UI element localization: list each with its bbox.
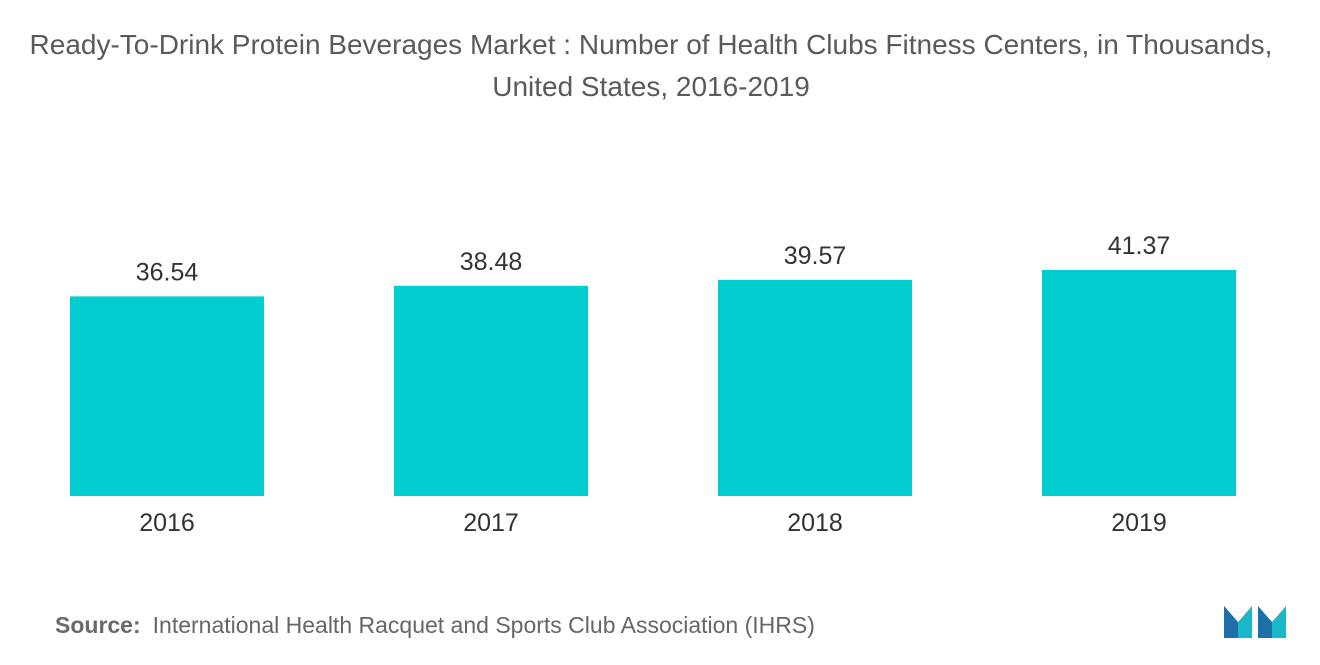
source-text: International Health Racquet and Sports … [152, 612, 815, 638]
x-axis-tick-labels: 2016 2017 2018 2019 [139, 509, 1167, 537]
bar-2016 [70, 296, 264, 496]
x-tick-label-2018: 2018 [787, 509, 843, 537]
source-note: Source: International Health Racquet and … [55, 612, 815, 639]
value-label-2019: 41.37 [1108, 232, 1171, 260]
bar-2019 [1042, 270, 1236, 496]
value-labels-layer: 36.54 38.48 39.57 41.37 [136, 232, 1171, 286]
mordor-intelligence-logo-icon [1224, 606, 1286, 638]
value-label-2017: 38.48 [460, 248, 523, 276]
value-label-2016: 36.54 [136, 258, 199, 286]
source-label: Source: [55, 612, 141, 638]
bars-layer [70, 270, 1236, 496]
value-label-2018: 39.57 [784, 242, 847, 270]
bar-2017 [394, 285, 588, 496]
x-tick-label-2017: 2017 [463, 509, 519, 537]
x-tick-label-2019: 2019 [1111, 509, 1167, 537]
x-tick-label-2016: 2016 [139, 509, 195, 537]
bar-2018 [718, 279, 912, 496]
chart-title: Ready-To-Drink Protein Beverages Market … [29, 29, 1273, 102]
